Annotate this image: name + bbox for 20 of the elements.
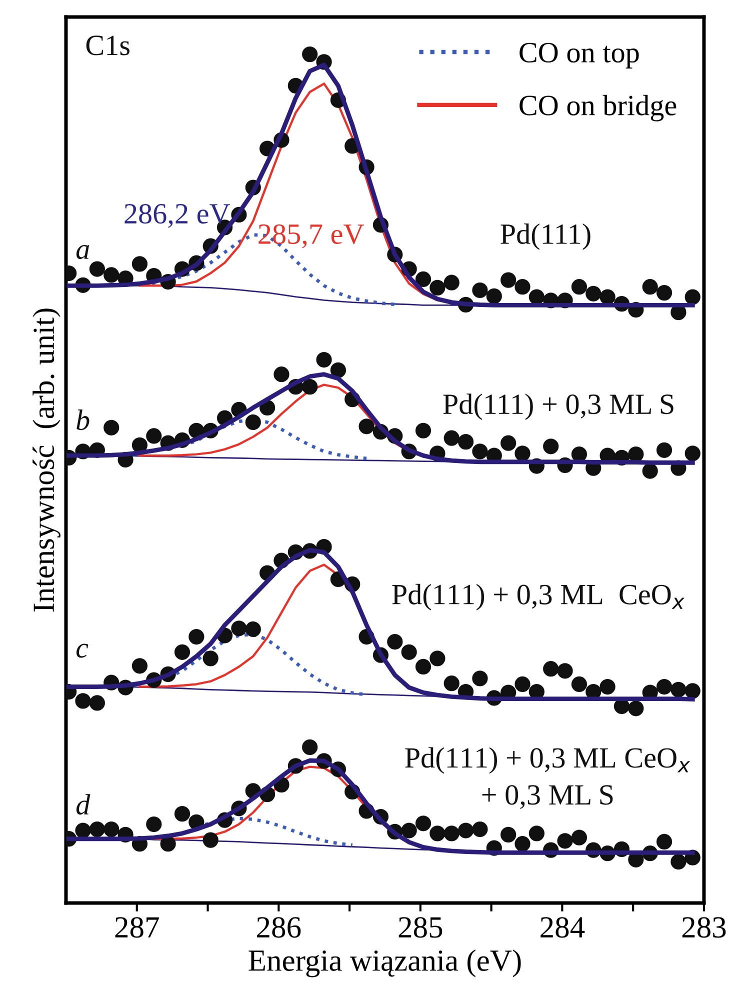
x-tick-label: 286 [257, 917, 301, 938]
annotation: Pd(111) + 0,3 ML CeO$_{x}$ [392, 584, 684, 610]
x-tick-label: 284 [540, 917, 585, 938]
legend-label: CO on top [520, 42, 639, 68]
x-axis-title: Energia wiązania (eV) [248, 949, 521, 978]
annotation: b [76, 410, 90, 430]
annotation: Pd(111) + 0,3 ML S [443, 394, 674, 420]
x-tick-label: 283 [682, 917, 726, 938]
x-tick-label: 285 [398, 917, 442, 938]
annotation: a [76, 245, 90, 260]
legend-label: CO on bridge [520, 94, 676, 122]
annotation: d [76, 794, 90, 815]
annotation: 286,2 eV [124, 204, 230, 228]
text: Pd(111) + 0,3 ML CeO$_{x}$ + 0,3 ML S [405, 747, 690, 809]
x-tick-label: 287 [115, 917, 159, 938]
y-axis-title: Intensywność (arb. unit) [32, 308, 60, 612]
annotation: c [76, 644, 88, 658]
annotation: 285,7 eV [258, 224, 364, 248]
annotation: C1s [86, 36, 130, 56]
annotation: Pd(111) [500, 223, 590, 250]
